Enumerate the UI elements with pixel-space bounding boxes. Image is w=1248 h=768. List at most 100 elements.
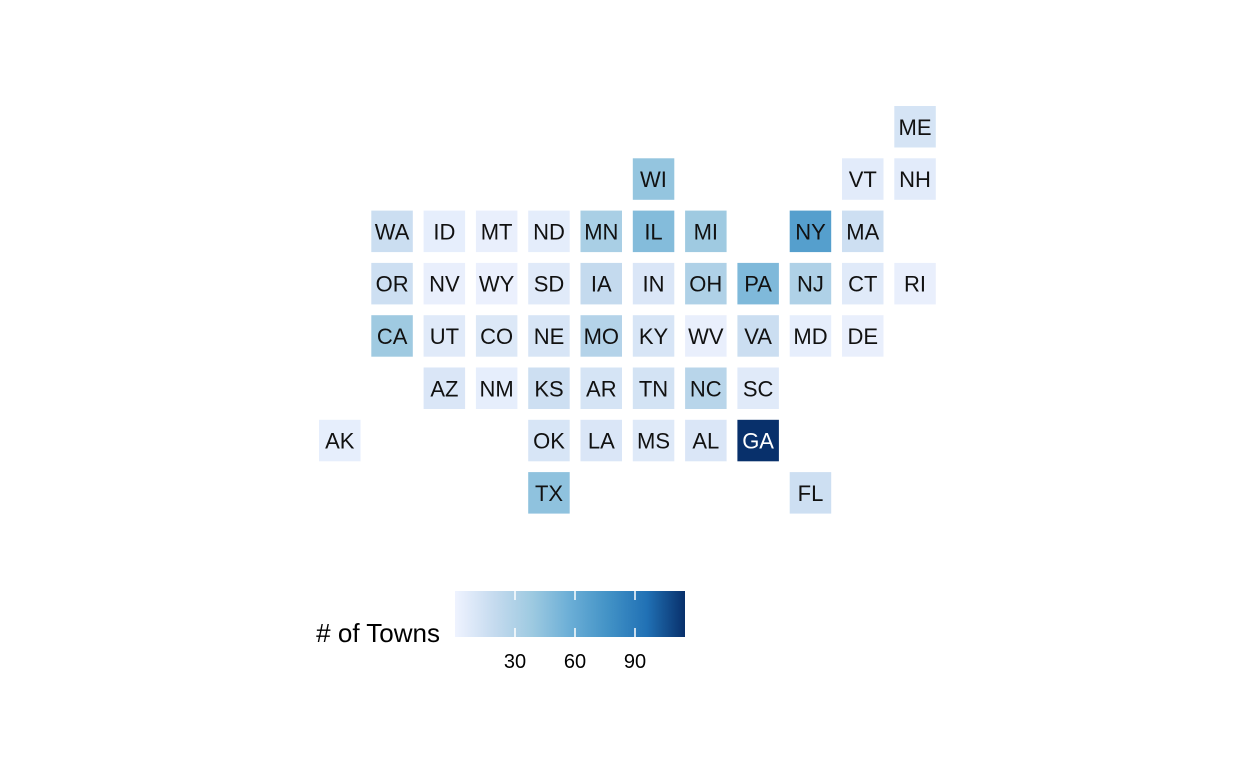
tile-rect bbox=[737, 419, 779, 462]
legend-title: # of Towns bbox=[316, 618, 440, 648]
tile-label: NH bbox=[899, 167, 931, 192]
tile-rect bbox=[580, 367, 622, 409]
tile-va: VA bbox=[737, 315, 779, 357]
tile-label: NV bbox=[429, 272, 460, 297]
tile-label: OR bbox=[376, 272, 409, 297]
tile-rect bbox=[580, 262, 622, 305]
tile-label: IL bbox=[644, 219, 662, 244]
tile-mi: MI bbox=[685, 210, 727, 253]
tile-label: OK bbox=[533, 429, 565, 454]
tile-label: MA bbox=[846, 219, 879, 244]
tile-rect bbox=[423, 367, 466, 409]
tile-rect bbox=[632, 158, 675, 200]
legend-colorbar bbox=[455, 591, 685, 637]
tile-label: NJ bbox=[797, 272, 824, 297]
tile-label: NE bbox=[534, 324, 565, 349]
tile-label: MD bbox=[793, 324, 827, 349]
tile-md: MD bbox=[789, 315, 832, 357]
tile-rect bbox=[475, 367, 518, 409]
tile-label: NC bbox=[690, 376, 722, 401]
tile-label: FL bbox=[798, 481, 824, 506]
tile-ms: MS bbox=[632, 419, 675, 462]
tile-rect bbox=[423, 210, 466, 253]
tile-label: AL bbox=[692, 429, 719, 454]
tile-label: ID bbox=[433, 219, 455, 244]
tile-tx: TX bbox=[528, 472, 570, 514]
tile-tn: TN bbox=[632, 367, 675, 409]
tile-al: AL bbox=[685, 419, 727, 462]
legend: # of Towns 30 60 90 bbox=[316, 591, 685, 673]
tile-vt: VT bbox=[842, 158, 884, 200]
tile-rect bbox=[423, 315, 466, 357]
tile-rect bbox=[632, 315, 675, 357]
tile-rect bbox=[580, 210, 622, 253]
tile-rect bbox=[842, 262, 884, 305]
tile-label: SC bbox=[743, 376, 774, 401]
tile-rect bbox=[789, 210, 832, 253]
tile-rect bbox=[632, 262, 675, 305]
tile-ne: NE bbox=[528, 315, 570, 357]
tile-mn: MN bbox=[580, 210, 622, 253]
tile-rect bbox=[737, 315, 779, 357]
tile-rect bbox=[685, 315, 727, 357]
tile-rect bbox=[319, 419, 361, 462]
tile-nm: NM bbox=[475, 367, 518, 409]
tile-wi: WI bbox=[632, 158, 675, 200]
tile-id: ID bbox=[423, 210, 466, 253]
tile-label: LA bbox=[588, 429, 615, 454]
tile-label: RI bbox=[904, 272, 926, 297]
tile-label: PA bbox=[744, 272, 772, 297]
tile-rect bbox=[580, 419, 622, 462]
tile-label: AK bbox=[325, 429, 355, 454]
tile-la: LA bbox=[580, 419, 622, 462]
tile-rect bbox=[894, 106, 936, 148]
tile-rect bbox=[528, 367, 570, 409]
tile-rect bbox=[475, 210, 518, 253]
tile-rect bbox=[737, 262, 779, 305]
tile-oh: OH bbox=[685, 262, 727, 305]
tile-ca: CA bbox=[371, 315, 413, 357]
tile-rect bbox=[371, 315, 413, 357]
tile-rect bbox=[842, 210, 884, 253]
tile-label: MT bbox=[481, 219, 513, 244]
tile-ia: IA bbox=[580, 262, 622, 305]
tile-sd: SD bbox=[528, 262, 570, 305]
tile-ky: KY bbox=[632, 315, 675, 357]
tile-ar: AR bbox=[580, 367, 622, 409]
tile-rect bbox=[632, 419, 675, 462]
legend-ticks: 30 60 90 bbox=[504, 591, 646, 673]
tile-wa: WA bbox=[371, 210, 413, 253]
tile-ok: OK bbox=[528, 419, 570, 462]
tile-label: IN bbox=[643, 272, 665, 297]
tile-rect bbox=[737, 367, 779, 409]
tile-label: TN bbox=[639, 376, 668, 401]
tile-label: VT bbox=[849, 167, 877, 192]
tile-me: ME bbox=[894, 106, 936, 148]
tile-label: WA bbox=[375, 219, 410, 244]
tile-in: IN bbox=[632, 262, 675, 305]
tile-or: OR bbox=[371, 262, 413, 305]
tile-rect bbox=[528, 210, 570, 253]
tile-rect bbox=[371, 210, 413, 253]
tile-rect bbox=[528, 315, 570, 357]
tile-co: CO bbox=[475, 315, 518, 357]
tile-rect bbox=[789, 262, 832, 305]
tile-label: SD bbox=[534, 272, 565, 297]
tile-label: IA bbox=[591, 272, 612, 297]
state-tiles: ME WI VT NH WA ID MT ND MN IL MI NY MA OR NV WY SD IA IN OH… bbox=[319, 106, 936, 514]
tile-ct: CT bbox=[842, 262, 884, 305]
tile-rect bbox=[528, 262, 570, 305]
tile-nd: ND bbox=[528, 210, 570, 253]
tile-rect bbox=[475, 262, 518, 305]
tile-label: CA bbox=[377, 324, 408, 349]
legend-tick-label: 60 bbox=[564, 651, 586, 673]
tile-label: MI bbox=[694, 219, 718, 244]
tile-rect bbox=[789, 472, 832, 514]
tile-sc: SC bbox=[737, 367, 779, 409]
tile-wv: WV bbox=[685, 315, 727, 357]
tile-label: MS bbox=[637, 429, 670, 454]
tile-de: DE bbox=[842, 315, 884, 357]
tile-nh: NH bbox=[894, 158, 936, 200]
tile-rect bbox=[894, 262, 936, 305]
tile-rect bbox=[371, 262, 413, 305]
